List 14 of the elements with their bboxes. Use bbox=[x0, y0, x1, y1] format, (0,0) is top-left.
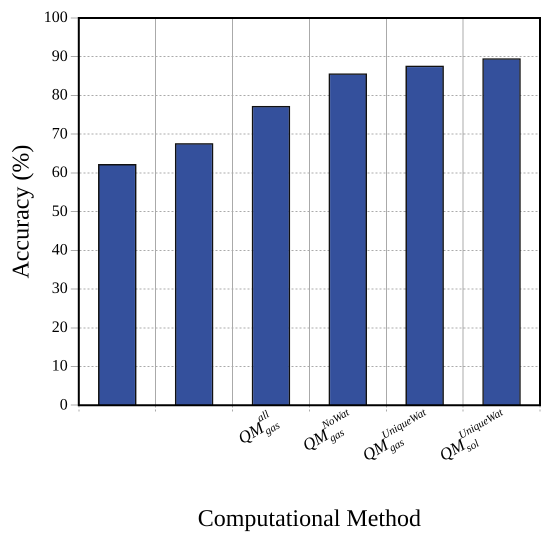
x-tick-label: QMallgas bbox=[234, 408, 282, 448]
y-tick-label: 80 bbox=[52, 86, 68, 104]
y-tick-label: 20 bbox=[52, 318, 68, 336]
y-tick-label: 70 bbox=[52, 125, 68, 142]
x-axis-title: Computational Method bbox=[198, 506, 422, 532]
y-tick-label: 10 bbox=[52, 358, 68, 375]
y-tick-label: 50 bbox=[52, 202, 68, 220]
y-tick-label: 40 bbox=[52, 242, 68, 259]
y-axis-title: Accuracy (%) bbox=[8, 144, 35, 279]
y-tick-label: 0 bbox=[60, 396, 68, 414]
y-tick-label: 100 bbox=[44, 9, 68, 26]
y-tick-label: 30 bbox=[52, 280, 68, 298]
y-tick-label: 90 bbox=[52, 48, 68, 65]
y-tick-label: 60 bbox=[52, 164, 68, 182]
